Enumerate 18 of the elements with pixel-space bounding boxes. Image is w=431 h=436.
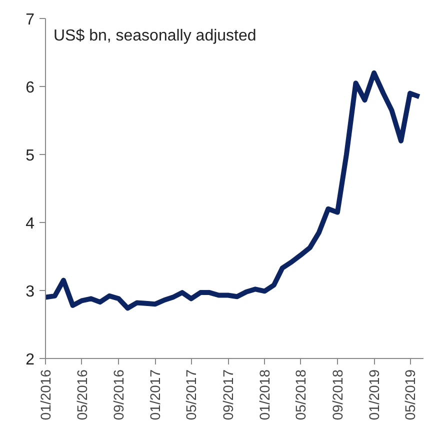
y-tick-label: 6	[26, 80, 35, 96]
x-tick-label: 09/2016	[110, 369, 127, 420]
y-tick-label: 2	[26, 352, 35, 368]
y-tick-label: 3	[26, 284, 35, 300]
y-tick-label: 4	[26, 216, 35, 232]
y-tick-label: 7	[26, 12, 35, 28]
x-tick-label: 05/2016	[74, 369, 90, 420]
x-tick-label: 09/2018	[329, 369, 346, 420]
x-tick-label: 05/2018	[292, 369, 309, 420]
text: US$ bn, seasonally adjusted	[54, 28, 256, 44]
x-tick-label: 01/2018	[256, 369, 273, 420]
x-tick-label: 01/2019	[366, 369, 382, 420]
x-tick-label: 05/2019	[402, 369, 418, 420]
y-tick-label: 5	[26, 148, 35, 164]
x-tick-label: 01/2017	[147, 369, 164, 420]
x-tick-label: 05/2017	[183, 369, 200, 420]
x-tick-label: 09/2017	[220, 369, 236, 420]
x-tick-label: 01/2016	[38, 369, 54, 420]
